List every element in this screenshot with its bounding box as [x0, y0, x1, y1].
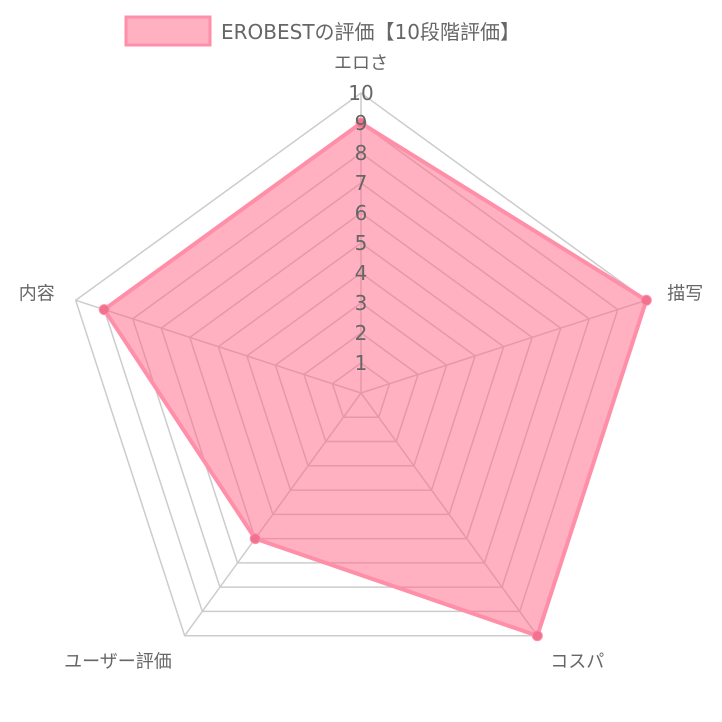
tick-label-1: 1 [355, 351, 368, 375]
tick-label-5: 5 [355, 231, 368, 255]
tick-label-4: 4 [355, 261, 368, 285]
grid-ring-10 [74, 92, 648, 637]
axis-label-2: コスパ [550, 652, 604, 673]
series-area [102, 121, 649, 638]
tick-label-10: 10 [348, 81, 373, 105]
radial-tick-labels: 1 2 3 4 5 6 7 8 9 10 [348, 81, 373, 375]
tick-label-2: 2 [355, 321, 368, 345]
tick-label-7: 7 [355, 171, 368, 195]
legend-swatch [124, 15, 212, 47]
axis-label-0: エロさ [334, 53, 388, 74]
axis-label-3: ユーザー評価 [64, 652, 172, 673]
tick-label-6: 6 [355, 201, 368, 225]
axis-label-1: 描写 [667, 283, 703, 304]
data-point-0[interactable] [355, 117, 367, 129]
data-point-1[interactable] [640, 294, 652, 306]
data-point-3[interactable] [249, 533, 261, 545]
axis-label-4: 内容 [19, 283, 55, 304]
data-point-4[interactable] [98, 304, 110, 316]
tick-label-8: 8 [355, 141, 368, 165]
data-point-2[interactable] [531, 630, 543, 642]
legend-label: EROBESTの評価【10段階評価】 [221, 20, 520, 44]
tick-label-3: 3 [355, 291, 368, 315]
tick-label-9: 9 [355, 111, 368, 135]
radar-series [98, 117, 652, 642]
legend[interactable]: EROBESTの評価【10段階評価】 [124, 15, 520, 47]
